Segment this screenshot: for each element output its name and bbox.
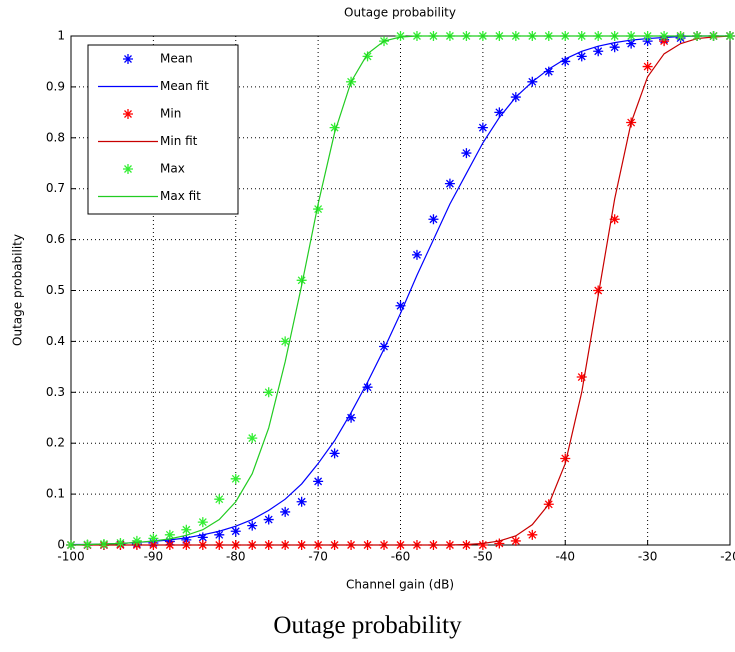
x-tick-label: -70 bbox=[308, 550, 328, 564]
fit-line bbox=[71, 35, 731, 546]
data-marker bbox=[197, 517, 208, 528]
legend-label: Max fit bbox=[160, 189, 201, 203]
y-tick-label: 0 bbox=[57, 538, 65, 552]
legend-marker bbox=[123, 164, 133, 174]
data-marker bbox=[428, 214, 439, 225]
data-marker bbox=[560, 56, 571, 67]
data-marker bbox=[247, 520, 258, 531]
chart: Outage probability Channel gain (dB) Out… bbox=[11, 6, 735, 592]
data-marker bbox=[296, 496, 307, 507]
data-marker bbox=[329, 448, 340, 459]
x-tick-label: -50 bbox=[473, 550, 493, 564]
y-tick-label: 0.2 bbox=[46, 436, 65, 450]
data-marker bbox=[626, 38, 637, 49]
data-marker bbox=[313, 476, 324, 487]
x-axis-label: Channel gain (dB) bbox=[346, 578, 454, 592]
y-tick-label: 0.5 bbox=[46, 283, 65, 297]
data-marker bbox=[395, 31, 406, 41]
data-marker bbox=[280, 336, 291, 347]
data-marker bbox=[609, 42, 620, 53]
data-marker bbox=[477, 540, 488, 550]
x-tick-label: -20 bbox=[720, 550, 735, 564]
y-tick-label: 0.6 bbox=[46, 232, 65, 246]
data-marker bbox=[230, 473, 241, 484]
data-marker bbox=[148, 533, 159, 544]
x-tick-label: -100 bbox=[57, 550, 84, 564]
data-marker bbox=[263, 514, 274, 525]
data-marker bbox=[593, 46, 604, 57]
legend-label: Min fit bbox=[160, 134, 198, 148]
data-marker bbox=[543, 66, 554, 77]
data-marker bbox=[560, 453, 571, 464]
data-marker bbox=[593, 285, 604, 296]
x-tick-label: -90 bbox=[144, 550, 164, 564]
data-marker bbox=[313, 204, 324, 215]
data-marker bbox=[329, 122, 340, 133]
y-tick-label: 0.9 bbox=[46, 79, 65, 93]
legend-marker bbox=[123, 109, 133, 119]
data-marker bbox=[247, 433, 258, 444]
data-marker bbox=[197, 532, 208, 543]
data-marker bbox=[576, 372, 587, 383]
data-marker bbox=[411, 249, 422, 260]
x-tick-label: -80 bbox=[226, 550, 246, 564]
data-marker bbox=[131, 535, 142, 546]
legend-label: Min bbox=[160, 107, 181, 121]
data-marker bbox=[510, 535, 521, 546]
data-marker bbox=[659, 36, 670, 47]
data-marker bbox=[181, 524, 192, 535]
data-marker bbox=[362, 382, 373, 393]
chart-title: Outage probability bbox=[344, 6, 456, 20]
y-tick-label: 0.3 bbox=[46, 385, 65, 399]
legend-box bbox=[87, 44, 239, 215]
data-marker bbox=[164, 529, 175, 540]
data-marker bbox=[379, 341, 390, 352]
legend-label: Mean bbox=[160, 52, 193, 66]
data-marker bbox=[576, 51, 587, 62]
y-tick-label: 0.8 bbox=[46, 130, 65, 144]
fit-line bbox=[71, 35, 730, 546]
data-marker bbox=[280, 506, 291, 517]
data-marker bbox=[395, 300, 406, 311]
y-tick-label: 0.1 bbox=[46, 487, 65, 501]
data-marker bbox=[181, 534, 192, 545]
data-marker bbox=[362, 51, 373, 62]
data-marker bbox=[444, 178, 455, 189]
y-axis-label: Outage probability bbox=[11, 234, 25, 346]
data-marker bbox=[461, 148, 472, 159]
data-marker bbox=[494, 107, 505, 118]
y-tick-label: 0.4 bbox=[46, 334, 65, 348]
y-tick-label: 0.7 bbox=[46, 181, 65, 195]
y-tick-label: 1 bbox=[57, 29, 65, 43]
data-marker bbox=[230, 526, 241, 537]
legend-label: Max bbox=[160, 162, 185, 176]
data-marker bbox=[214, 494, 225, 505]
x-tick-label: -30 bbox=[638, 550, 658, 564]
data-marker bbox=[494, 538, 505, 549]
data-marker bbox=[527, 529, 538, 540]
x-tick-label: -40 bbox=[555, 550, 575, 564]
legend-label: Mean fit bbox=[160, 79, 209, 93]
data-marker bbox=[214, 529, 225, 540]
data-marker bbox=[296, 275, 307, 286]
data-marker bbox=[642, 36, 653, 47]
data-marker bbox=[346, 412, 357, 423]
data-marker bbox=[477, 122, 488, 133]
data-marker bbox=[263, 387, 274, 398]
fit-line bbox=[70, 35, 730, 546]
legend-marker bbox=[123, 54, 133, 64]
caption: Outage probability bbox=[273, 612, 462, 639]
data-marker bbox=[609, 214, 620, 225]
data-marker bbox=[642, 61, 653, 72]
x-tick-label: -60 bbox=[391, 550, 411, 564]
